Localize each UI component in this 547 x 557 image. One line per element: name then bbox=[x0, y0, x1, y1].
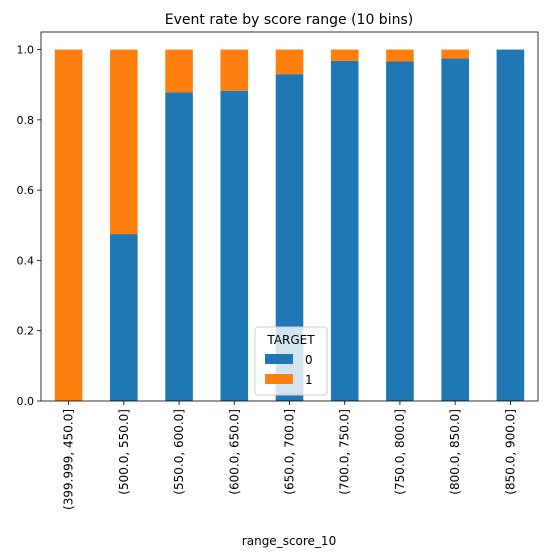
x-tick-label: (500.0, 550.0] bbox=[117, 409, 131, 495]
legend-title: TARGET bbox=[266, 333, 315, 347]
bar-series-0-3 bbox=[220, 90, 249, 401]
y-tick-label: 0.0 bbox=[17, 395, 35, 408]
y-tick-label: 0.8 bbox=[17, 114, 35, 127]
legend-swatch-0 bbox=[265, 354, 293, 364]
x-tick-label: (600.0, 650.0] bbox=[227, 409, 241, 495]
legend-swatch-1 bbox=[265, 374, 293, 384]
legend: TARGET 0 1 bbox=[254, 326, 328, 396]
y-tick-label: 0.6 bbox=[17, 184, 35, 197]
bar-series-1-2 bbox=[165, 49, 193, 93]
axes: 0.0 0.2 0.4 0.6 0.8 1.0 (399.999, 450.0] (500.0… bbox=[17, 31, 539, 510]
bar-series-1-4 bbox=[275, 49, 304, 75]
x-tick-label: (650.0, 700.0] bbox=[283, 409, 297, 495]
bar-series-1-1 bbox=[110, 49, 138, 235]
bar-series-0-5 bbox=[330, 60, 359, 402]
y-tick-label: 0.4 bbox=[17, 254, 35, 267]
y-tick-label: 1.0 bbox=[17, 44, 35, 57]
legend-label-0: 0 bbox=[305, 353, 313, 367]
bar-series-1-7 bbox=[441, 49, 469, 59]
chart-title: Event rate by score range (10 bins) bbox=[165, 12, 413, 28]
bar-series-1-5 bbox=[330, 49, 359, 61]
bar-series-0-1 bbox=[110, 234, 138, 401]
x-tick-label: (800.0, 850.0] bbox=[448, 409, 462, 495]
x-tick-label: (399.999, 450.0] bbox=[62, 409, 76, 510]
bar-series-1-0 bbox=[54, 49, 83, 401]
bar-series-1-6 bbox=[386, 49, 414, 62]
bar-series-0-6 bbox=[386, 61, 414, 402]
bar-series-0-2 bbox=[165, 92, 193, 402]
x-tick-label: (700.0, 750.0] bbox=[338, 409, 352, 495]
x-axis-label: range_score_10 bbox=[242, 534, 336, 548]
bar-series-0-8 bbox=[496, 49, 525, 401]
bar-series-1-3 bbox=[220, 49, 249, 91]
legend-label-1: 1 bbox=[305, 373, 313, 387]
x-tick-label: (850.0, 900.0] bbox=[503, 409, 517, 495]
y-tick-label: 0.2 bbox=[17, 325, 35, 338]
x-tick-label: (750.0, 800.0] bbox=[393, 409, 407, 495]
x-tick-label: (550.0, 600.0] bbox=[172, 409, 186, 495]
bar-series-0-7 bbox=[441, 58, 469, 401]
